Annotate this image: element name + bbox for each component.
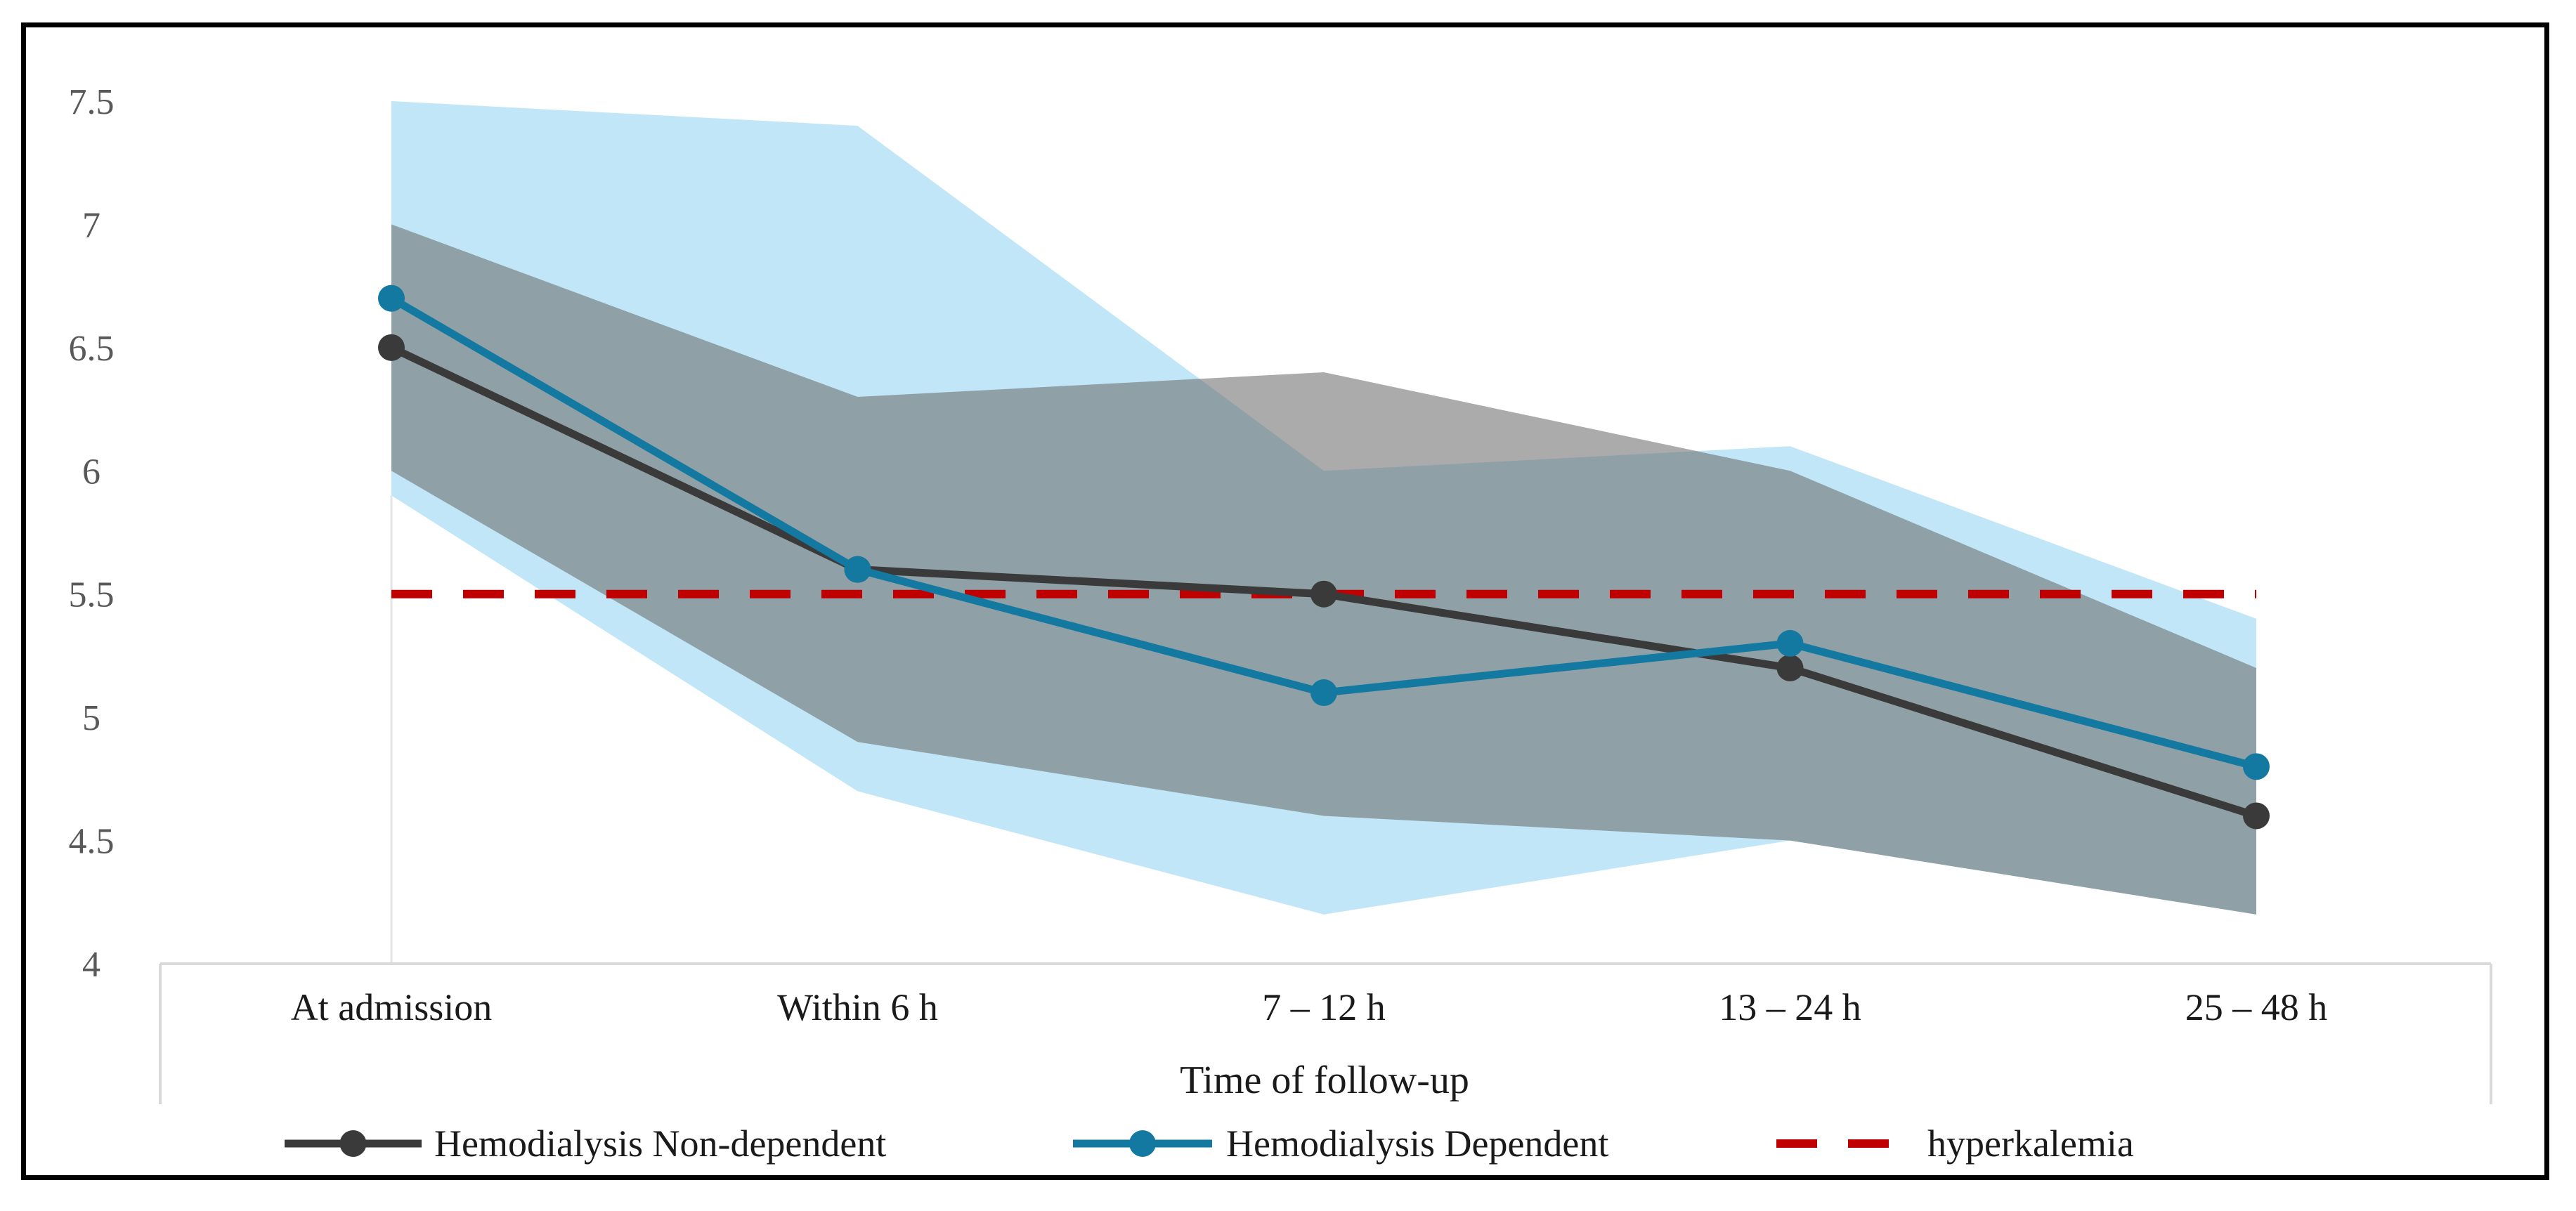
hemodialysis-non-dependent-point [1310,580,1337,608]
range-bands [390,101,2256,964]
y-tick-label: 4 [82,945,100,985]
hemodialysis-non-dependent-range-band [391,224,2256,915]
y-tick-label: 5 [82,698,100,738]
hemodialysis-dependent-point [844,556,871,583]
y-tick-label: 6.5 [69,329,115,369]
x-axis-title: Time of follow-up [1180,1059,1469,1102]
y-tick-label: 7.5 [69,82,115,122]
hemodialysis-dependent-point [2243,753,2270,780]
x-tick-label: 25 – 48 h [2185,986,2328,1028]
hemodialysis-dependent-point [1310,679,1337,707]
x-tick-label: At admission [291,986,493,1028]
x-tick-label: Within 6 h [777,986,938,1028]
hemodialysis-non-dependent-point [1776,654,1804,681]
legend-marker [339,1130,367,1157]
y-tick-label: 5.5 [69,575,115,615]
series-lines [378,284,2270,830]
legend-item-hemodialysis-non-dependent[interactable]: Hemodialysis Non-dependent [285,1122,886,1165]
y-axis-ticks: 4 4.5 5 5.5 6 6.5 7 7.5 [69,82,115,985]
legend-label: hyperkalemia [1927,1122,2134,1165]
hemodialysis-non-dependent-point [2243,802,2270,830]
y-tick-label: 4.5 [69,822,115,862]
legend-marker [1129,1130,1156,1157]
hemodialysis-dependent-point [378,284,405,312]
y-tick-label: 6 [82,452,100,492]
hemodialysis-non-dependent-point [378,334,405,361]
x-tick-label: 7 – 12 h [1262,986,1386,1028]
legend[interactable]: Hemodialysis Non-dependent Hemodialysis D… [285,1122,2134,1165]
y-tick-label: 7 [82,205,100,245]
legend-item-hyperkalemia[interactable]: hyperkalemia [1776,1122,2134,1165]
x-axis-ticks: At admission Within 6 h 7 – 12 h 13 – 24 h 2… [291,986,2328,1028]
hemodialysis-dependent-point [1776,629,1804,657]
legend-label: Hemodialysis Non-dependent [434,1122,886,1165]
x-tick-label: 13 – 24 h [1719,986,1861,1028]
legend-label: Hemodialysis Dependent [1226,1122,1608,1165]
axes [159,962,2492,1104]
legend-item-hemodialysis-dependent[interactable]: Hemodialysis Dependent [1073,1122,1608,1165]
